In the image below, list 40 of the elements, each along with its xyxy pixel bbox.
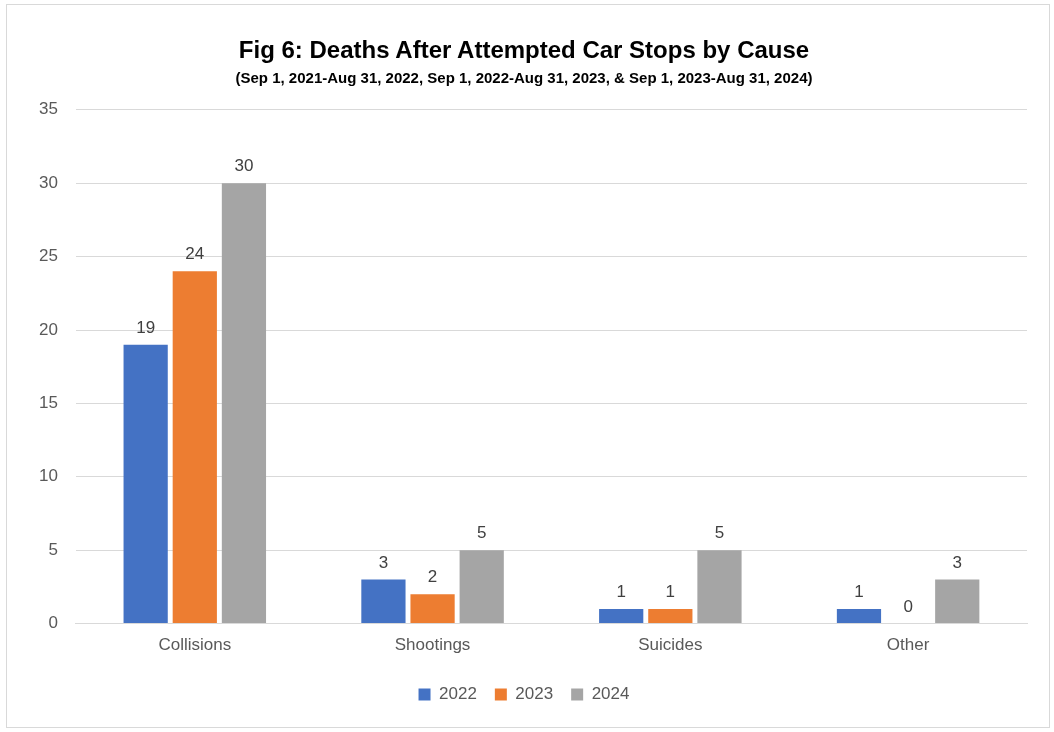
data-label: 5 bbox=[476, 523, 487, 543]
y-tick-label: 0 bbox=[48, 613, 58, 633]
y-tick-label: 35 bbox=[38, 99, 58, 119]
bar bbox=[221, 183, 267, 624]
y-tick-label: 5 bbox=[48, 539, 58, 559]
data-label: 1 bbox=[616, 582, 626, 602]
legend-label: 2022 bbox=[439, 684, 477, 704]
bar bbox=[648, 608, 693, 624]
bar bbox=[123, 344, 168, 624]
data-label: 2 bbox=[427, 567, 438, 587]
bar bbox=[361, 579, 406, 624]
legend-label: 2023 bbox=[515, 684, 554, 704]
bar bbox=[172, 271, 217, 624]
data-label: 1 bbox=[854, 582, 864, 602]
bar bbox=[697, 550, 742, 624]
bar bbox=[599, 608, 644, 624]
y-tick-label: 30 bbox=[38, 172, 58, 192]
data-label: 0 bbox=[903, 596, 913, 616]
data-label: 30 bbox=[234, 156, 254, 176]
x-tick-label: Shootings bbox=[394, 635, 471, 655]
bar bbox=[410, 594, 455, 624]
bar bbox=[459, 550, 504, 624]
legend-label: 2024 bbox=[591, 684, 630, 704]
y-tick-label: 25 bbox=[38, 246, 58, 266]
data-label: 24 bbox=[185, 244, 205, 264]
x-tick-label: Suicides bbox=[638, 635, 703, 655]
y-tick-label: 20 bbox=[38, 319, 58, 339]
data-label: 5 bbox=[714, 523, 725, 543]
y-tick-label: 15 bbox=[38, 393, 58, 413]
data-label: 3 bbox=[952, 552, 962, 572]
chart-subtitle: (Sep 1, 2021-Aug 31, 2022, Sep 1, 2022-Aug 31, 2023, & Sep 1, 2023-Aug 31, 2024) bbox=[235, 68, 813, 86]
bar bbox=[836, 608, 882, 624]
x-tick-label: Other bbox=[886, 635, 930, 655]
data-label: 1 bbox=[665, 582, 676, 602]
data-label: 3 bbox=[378, 552, 389, 572]
x-tick-label: Collisions bbox=[158, 635, 232, 655]
data-label: 19 bbox=[136, 317, 156, 337]
y-tick-label: 10 bbox=[38, 466, 58, 486]
bar bbox=[935, 579, 980, 624]
chart-title: Fig 6: Deaths After Attempted Car Stops by Cause bbox=[238, 36, 810, 64]
